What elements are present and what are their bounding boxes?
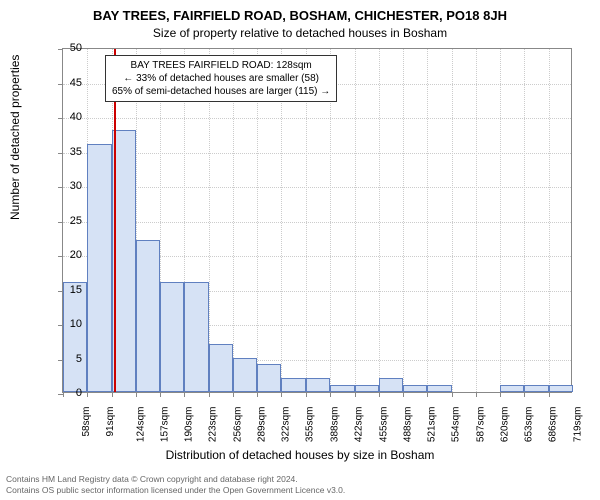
x-tick-mark: [524, 392, 525, 397]
x-tick-label: 355sqm: [305, 407, 316, 443]
x-tick-mark: [403, 392, 404, 397]
histogram-bar: [355, 385, 379, 392]
histogram-bar: [63, 282, 87, 392]
x-tick-mark: [184, 392, 185, 397]
x-tick-label: 719sqm: [572, 407, 583, 443]
x-tick-label: 157sqm: [159, 407, 170, 443]
y-tick-label: 30: [52, 180, 82, 192]
gridline-h: [63, 153, 571, 154]
x-tick-label: 455sqm: [378, 407, 389, 443]
x-tick-mark: [233, 392, 234, 397]
y-tick-label: 50: [52, 42, 82, 54]
x-tick-label: 190sqm: [184, 407, 195, 443]
page-title: BAY TREES, FAIRFIELD ROAD, BOSHAM, CHICH…: [0, 0, 600, 23]
x-tick-mark: [549, 392, 550, 397]
x-tick-label: 91sqm: [105, 407, 116, 437]
x-tick-mark: [87, 392, 88, 397]
y-tick-label: 5: [52, 353, 82, 365]
x-tick-label: 322sqm: [281, 407, 292, 443]
gridline-h: [63, 118, 571, 119]
x-tick-mark: [330, 392, 331, 397]
y-tick-label: 20: [52, 249, 82, 261]
gridline-v: [452, 49, 453, 392]
x-tick-mark: [306, 392, 307, 397]
x-tick-label: 223sqm: [208, 407, 219, 443]
histogram-bar: [87, 144, 111, 392]
footer-line-1: Contains HM Land Registry data © Crown c…: [6, 474, 345, 485]
histogram-bar: [281, 378, 305, 392]
x-tick-label: 124sqm: [135, 407, 146, 443]
x-tick-label: 686sqm: [548, 407, 559, 443]
x-axis-label: Distribution of detached houses by size …: [0, 448, 600, 462]
x-tick-label: 58sqm: [81, 407, 92, 437]
gridline-v: [379, 49, 380, 392]
histogram-chart: BAY TREES FAIRFIELD ROAD: 128sqm← 33% of…: [62, 48, 572, 393]
histogram-bar: [233, 358, 257, 393]
histogram-bar: [403, 385, 427, 392]
annotation-larger: 65% of semi-detached houses are larger (…: [112, 85, 330, 98]
histogram-bar: [330, 385, 354, 392]
histogram-bar: [427, 385, 451, 392]
x-tick-mark: [500, 392, 501, 397]
histogram-bar: [257, 364, 281, 392]
histogram-bar: [209, 344, 233, 392]
y-axis-label: Number of detached properties: [8, 55, 22, 220]
x-tick-mark: [257, 392, 258, 397]
x-tick-mark: [136, 392, 137, 397]
x-tick-mark: [452, 392, 453, 397]
x-tick-mark: [379, 392, 380, 397]
x-tick-mark: [355, 392, 356, 397]
y-tick-label: 0: [52, 387, 82, 399]
annotation-smaller: ← 33% of detached houses are smaller (58…: [112, 72, 330, 85]
x-tick-label: 521sqm: [427, 407, 438, 443]
gridline-v: [549, 49, 550, 392]
histogram-bar: [306, 378, 331, 392]
gridline-v: [355, 49, 356, 392]
x-tick-label: 587sqm: [475, 407, 486, 443]
histogram-bar: [160, 282, 184, 392]
x-tick-label: 653sqm: [524, 407, 535, 443]
y-tick-label: 15: [52, 284, 82, 296]
y-tick-label: 40: [52, 111, 82, 123]
histogram-bar: [524, 385, 548, 392]
x-tick-mark: [209, 392, 210, 397]
y-tick-label: 45: [52, 77, 82, 89]
y-tick-label: 25: [52, 215, 82, 227]
histogram-bar: [184, 282, 208, 392]
x-tick-label: 388sqm: [329, 407, 340, 443]
x-tick-mark: [476, 392, 477, 397]
gridline-v: [524, 49, 525, 392]
x-tick-mark: [160, 392, 161, 397]
annotation-box: BAY TREES FAIRFIELD ROAD: 128sqm← 33% of…: [105, 55, 337, 102]
footer-line-2: Contains OS public sector information li…: [6, 485, 345, 496]
gridline-v: [500, 49, 501, 392]
histogram-bar: [500, 385, 524, 392]
x-tick-label: 620sqm: [500, 407, 511, 443]
histogram-bar: [136, 240, 160, 392]
y-tick-label: 10: [52, 318, 82, 330]
gridline-v: [476, 49, 477, 392]
x-tick-label: 289sqm: [256, 407, 267, 443]
annotation-title: BAY TREES FAIRFIELD ROAD: 128sqm: [112, 59, 330, 72]
y-tick-label: 35: [52, 146, 82, 158]
x-tick-label: 554sqm: [451, 407, 462, 443]
x-tick-label: 488sqm: [403, 407, 414, 443]
x-tick-label: 422sqm: [354, 407, 365, 443]
page-subtitle: Size of property relative to detached ho…: [0, 23, 600, 40]
gridline-h: [63, 187, 571, 188]
gridline-v: [427, 49, 428, 392]
x-tick-label: 256sqm: [232, 407, 243, 443]
footer-attribution: Contains HM Land Registry data © Crown c…: [6, 474, 345, 496]
gridline-v: [403, 49, 404, 392]
histogram-bar: [549, 385, 573, 392]
plot-area: BAY TREES FAIRFIELD ROAD: 128sqm← 33% of…: [62, 48, 572, 393]
x-tick-mark: [112, 392, 113, 397]
histogram-bar: [379, 378, 403, 392]
x-tick-mark: [427, 392, 428, 397]
x-tick-mark: [281, 392, 282, 397]
gridline-h: [63, 222, 571, 223]
